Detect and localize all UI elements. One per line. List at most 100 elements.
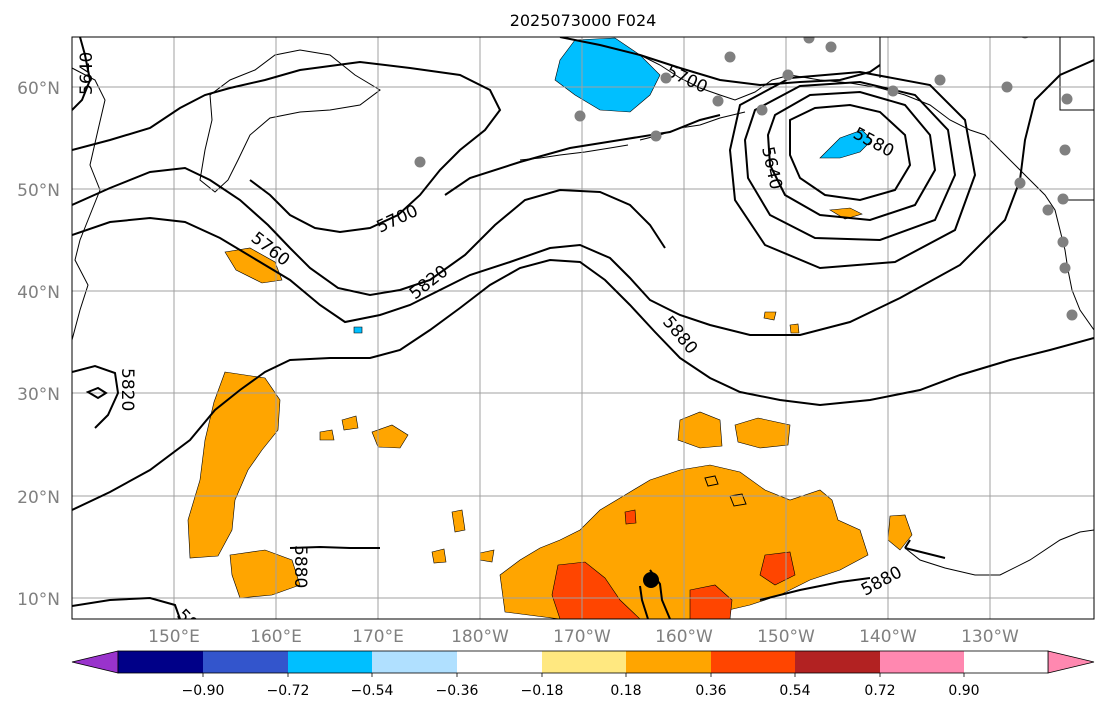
positive-area-blob-a xyxy=(371,424,409,449)
coastline-hawaii xyxy=(704,475,747,507)
contour-low-gulf-4 xyxy=(728,70,977,270)
station-dot xyxy=(724,51,736,63)
colorbar-segment xyxy=(964,651,1048,673)
latitude-labels: 60°N 50°N 40°N 30°N 20°N 10°N xyxy=(17,79,60,610)
contour-5640-nw xyxy=(72,37,92,111)
colorbar-segment xyxy=(542,651,626,673)
storm-center-marker xyxy=(643,572,659,588)
colorbar-tick-label: −0.54 xyxy=(351,683,394,699)
coastline-na-mexico xyxy=(904,529,1094,576)
colorbar-extend-high xyxy=(1047,650,1095,674)
positive-area-small-5 xyxy=(789,323,800,334)
colorbar-segment xyxy=(626,651,711,673)
colorbar-tick-label: 0.54 xyxy=(779,683,810,699)
colorbar-tick-label: −0.90 xyxy=(182,683,225,699)
colorbar-segment xyxy=(372,651,457,673)
station-dot xyxy=(1066,309,1078,321)
positive-area-west-tropics xyxy=(187,371,281,559)
station-dot xyxy=(825,41,837,53)
lon-label: 170°W xyxy=(553,627,611,647)
station-dot xyxy=(934,74,946,86)
strong-positive-area-4 xyxy=(624,509,637,525)
contour-label-5820-west: 5820 xyxy=(117,368,137,411)
positive-area-blob-b xyxy=(319,429,335,441)
lon-label: 160°E xyxy=(250,627,302,647)
colorbar: −0.90 −0.72 −0.54 −0.36 −0.18 0.18 0.36 … xyxy=(71,650,1095,699)
positive-area-west-tropics-2 xyxy=(229,549,301,599)
lat-label: 50°N xyxy=(17,181,60,201)
colorbar-tick-label: 0.36 xyxy=(695,683,726,699)
station-dot xyxy=(756,104,768,116)
coastline-east-asia xyxy=(72,67,106,341)
positive-area-small-4 xyxy=(763,311,777,321)
colorbar-ticks xyxy=(202,673,965,677)
positive-area-small-1 xyxy=(451,509,466,533)
colorbar-segment xyxy=(288,651,372,673)
contour-low-gulf xyxy=(789,103,912,202)
station-markers xyxy=(414,37,1078,321)
colorbar-segment xyxy=(880,651,964,673)
contour-5820-closed xyxy=(85,386,108,400)
station-dot xyxy=(1059,262,1071,274)
lat-label: 30°N xyxy=(17,385,60,405)
lat-label: 40°N xyxy=(17,283,60,303)
station-dot xyxy=(1001,81,1013,93)
lat-label: 60°N xyxy=(17,79,60,99)
contour-low-gulf-2 xyxy=(766,90,937,222)
colorbar-tick-label: 0.90 xyxy=(948,683,979,699)
colorbar-tick-label: −0.36 xyxy=(436,683,479,699)
longitude-labels: 150°E 160°E 170°E 180°W 170°W 160°W 150°… xyxy=(148,627,1019,647)
colorbar-tick-label: 0.18 xyxy=(610,683,641,699)
negative-area-bering xyxy=(554,37,661,113)
lon-label: 170°E xyxy=(352,627,404,647)
coastline-na-west xyxy=(984,134,1094,331)
station-dot xyxy=(782,69,794,81)
contour-5700-north xyxy=(72,60,502,234)
lat-label: 10°N xyxy=(17,590,60,610)
positive-area-blob-c xyxy=(341,415,359,431)
station-dot xyxy=(574,110,586,122)
station-dot xyxy=(887,85,899,97)
lon-label: 150°E xyxy=(148,627,200,647)
station-dot xyxy=(1057,193,1069,205)
station-dot xyxy=(1014,177,1026,189)
lat-label: 20°N xyxy=(17,488,60,508)
station-dot xyxy=(712,95,724,107)
colorbar-segment xyxy=(118,651,203,673)
lon-label: 180°W xyxy=(451,627,509,647)
station-dot xyxy=(650,130,662,142)
contour-5880 xyxy=(72,258,1094,511)
colorbar-segment xyxy=(795,651,880,673)
map-frame xyxy=(71,36,1095,620)
contour-5700-east xyxy=(444,37,881,196)
lon-label: 160°W xyxy=(655,627,713,647)
contour-5820 xyxy=(72,59,1094,336)
height-contours xyxy=(72,37,1094,619)
positive-area-blob-e xyxy=(734,417,791,449)
lon-label: 130°W xyxy=(961,627,1019,647)
station-dot xyxy=(1042,204,1054,216)
station-dot xyxy=(1059,144,1071,156)
negative-area-gulf-alaska xyxy=(819,129,873,159)
colorbar-tick-label: −0.18 xyxy=(521,683,564,699)
contour-low-gulf-3 xyxy=(743,80,957,242)
map-title: 2025073000 F024 xyxy=(510,11,657,30)
colorbar-tick-label: −0.72 xyxy=(267,683,310,699)
colorbar-segment xyxy=(203,651,288,673)
contour-5760 xyxy=(72,166,666,297)
positive-area-blob-d xyxy=(677,411,723,449)
map-area: 5640 5700 5700 5760 5820 5880 5580 5640 … xyxy=(72,37,1094,619)
station-dot xyxy=(803,37,815,44)
lon-label: 140°W xyxy=(859,627,917,647)
contour-5880-sw xyxy=(72,596,181,619)
contour-label-5640-nw: 5640 xyxy=(77,52,97,95)
contour-5880-south xyxy=(289,539,946,601)
positive-area-nw xyxy=(224,247,283,284)
colorbar-tick-label: 0.72 xyxy=(864,683,895,699)
positive-area-small-2 xyxy=(431,548,447,564)
colorbar-segment xyxy=(711,651,795,673)
colorbar-extend-low xyxy=(71,650,119,674)
colorbar-frame xyxy=(117,650,1049,674)
station-dot xyxy=(1057,236,1069,248)
